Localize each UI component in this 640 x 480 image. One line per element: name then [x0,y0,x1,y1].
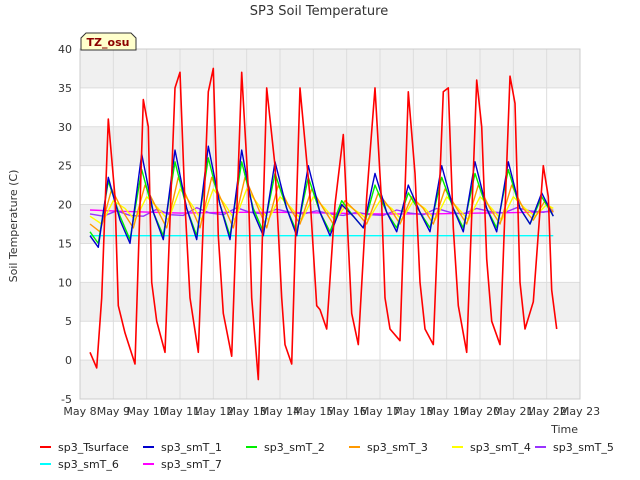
x-tick-label-12: May 20 [460,405,500,418]
legend-label: sp3_smT_7 [161,458,222,471]
chart-title: SP3 Soil Temperature [250,4,388,19]
series-lines [89,67,558,381]
x-tick-label-10: May 18 [393,405,433,418]
x-tick-label-15: May 23 [560,405,600,418]
legend-item-sp3_smT_4: sp3_smT_4 [452,441,531,454]
background-bands [80,49,580,399]
series-line-sp3_smT_5 [89,207,554,217]
x-tick-label-9: May 17 [360,405,400,418]
series-line-sp3_Tsurface [89,67,558,381]
x-tick-label-13: May 21 [493,405,533,418]
x-tick-label-1: May 9 [97,405,130,418]
band-4 [80,49,580,88]
y-tick-label-2: 5 [65,315,72,328]
legend-item-sp3_smT_6: sp3_smT_6 [40,458,119,471]
y-tick-label-1: 0 [65,354,72,367]
legend-item-sp3_smT_7: sp3_smT_7 [143,458,222,471]
legend-item-sp3_Tsurface: sp3_Tsurface [40,441,129,454]
x-tick-label-11: May 19 [427,405,467,418]
legend-label: sp3_smT_5 [553,441,614,454]
legend-label: sp3_smT_3 [367,441,428,454]
x-tick-label-5: May 13 [227,405,267,418]
tz-badge-text: TZ_osu [87,36,130,49]
y-tick-label-9: 40 [58,43,72,56]
y-tick-label-4: 15 [58,237,72,250]
legend-label: sp3_smT_1 [161,441,222,454]
y-axis-label: Soil Temperature (C) [7,170,20,283]
tz-badge-box [80,32,137,51]
plot-area [79,48,581,400]
y-tick-label-8: 35 [58,82,72,95]
band-0 [80,360,580,399]
x-tick-label-0: May 8 [63,405,96,418]
legend-item-sp3_smT_5: sp3_smT_5 [535,441,614,454]
y-tick-label-5: 20 [58,199,72,212]
x-tick-label-8: May 16 [327,405,367,418]
x-tick-label-2: May 10 [127,405,167,418]
tz-badge: TZ_osu [80,32,137,51]
legend-label: sp3_smT_2 [264,441,325,454]
legend-item-sp3_smT_1: sp3_smT_1 [143,441,222,454]
x-tick-label-14: May 22 [527,405,567,418]
x-tick-label-6: May 14 [260,405,300,418]
y-tick-label-7: 30 [58,121,72,134]
y-tick-label-3: 10 [58,276,72,289]
legend: sp3_Tsurface sp3_smT_1 sp3_smT_2 sp3_smT_3 s… [40,441,614,471]
y-axis-ticks: -5 0 5 10 15 20 25 30 35 40 [58,43,72,406]
series-line-sp3_smT_1 [89,145,554,248]
legend-label: sp3_smT_6 [58,458,119,471]
legend-item-sp3_smT_2: sp3_smT_2 [246,441,325,454]
x-tick-label-4: May 12 [193,405,233,418]
legend-label: sp3_Tsurface [58,441,129,454]
legend-label: sp3_smT_4 [470,441,531,454]
band-3 [80,126,580,166]
x-tick-label-3: May 11 [160,405,200,418]
legend-item-sp3_smT_3: sp3_smT_3 [349,441,428,454]
x-tick-label-7: May 15 [293,405,333,418]
x-axis-label: Time [550,423,578,436]
y-tick-label-0: -5 [61,393,72,406]
y-tick-label-6: 25 [58,160,72,173]
